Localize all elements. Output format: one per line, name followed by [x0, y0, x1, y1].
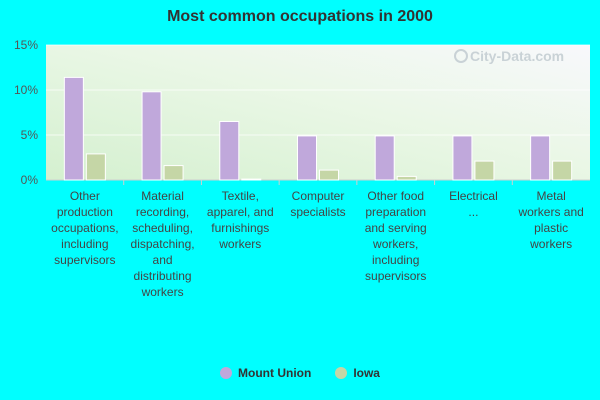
bars: [63, 76, 573, 185]
x-tick-label: Textile, apparel, and furnishings workers: [207, 189, 274, 251]
plot-area: [46, 45, 590, 180]
grid-layer: [46, 44, 590, 181]
legend-label: Mount Union: [238, 366, 312, 380]
legend-swatch: [335, 367, 348, 379]
watermark-icon: [454, 49, 468, 63]
legend-item: Mount Union: [220, 366, 311, 380]
bar[interactable]: [219, 121, 240, 181]
x-tick-label: Other food preparation and serving workers,…: [365, 189, 427, 283]
legend-item: Iowa: [335, 366, 380, 380]
bar[interactable]: [530, 135, 551, 181]
bar[interactable]: [552, 160, 573, 181]
x-tick-label: Other production occupations, including supe…: [51, 189, 118, 267]
bar[interactable]: [396, 175, 417, 181]
bar[interactable]: [241, 178, 262, 181]
legend-swatch: [220, 367, 232, 379]
x-tick-label: Electrical...: [449, 189, 498, 219]
y-axis: 0% 5% 10% 15%: [14, 38, 38, 187]
y-tick-label: 15%: [14, 38, 38, 52]
bar[interactable]: [297, 135, 317, 181]
y-tick-label: 10%: [14, 83, 38, 97]
x-axis: Other production occupations, including supe…: [51, 189, 584, 299]
chart-title: Most common occupations in 2000: [167, 8, 433, 25]
bar[interactable]: [319, 169, 339, 181]
x-tick-label: Metal workers and plastic workers: [517, 189, 583, 251]
bar[interactable]: [452, 135, 473, 181]
bar[interactable]: [163, 165, 184, 181]
y-tick-label: 0%: [21, 173, 39, 187]
y-tick-label: 5%: [21, 128, 39, 142]
legend-label: Iowa: [353, 366, 380, 380]
bar[interactable]: [141, 91, 162, 181]
x-tick-label: Computer specialists: [290, 189, 345, 219]
bar[interactable]: [474, 160, 495, 181]
bar[interactable]: [63, 76, 84, 181]
bar[interactable]: [85, 153, 106, 181]
x-tick-label: Material recording, scheduling, dispatching…: [131, 189, 195, 299]
legend: Mount Union Iowa: [0, 366, 600, 380]
watermark-text: City-Data.com: [470, 48, 564, 64]
bar[interactable]: [374, 135, 395, 181]
watermark: City-Data.com: [454, 48, 564, 64]
